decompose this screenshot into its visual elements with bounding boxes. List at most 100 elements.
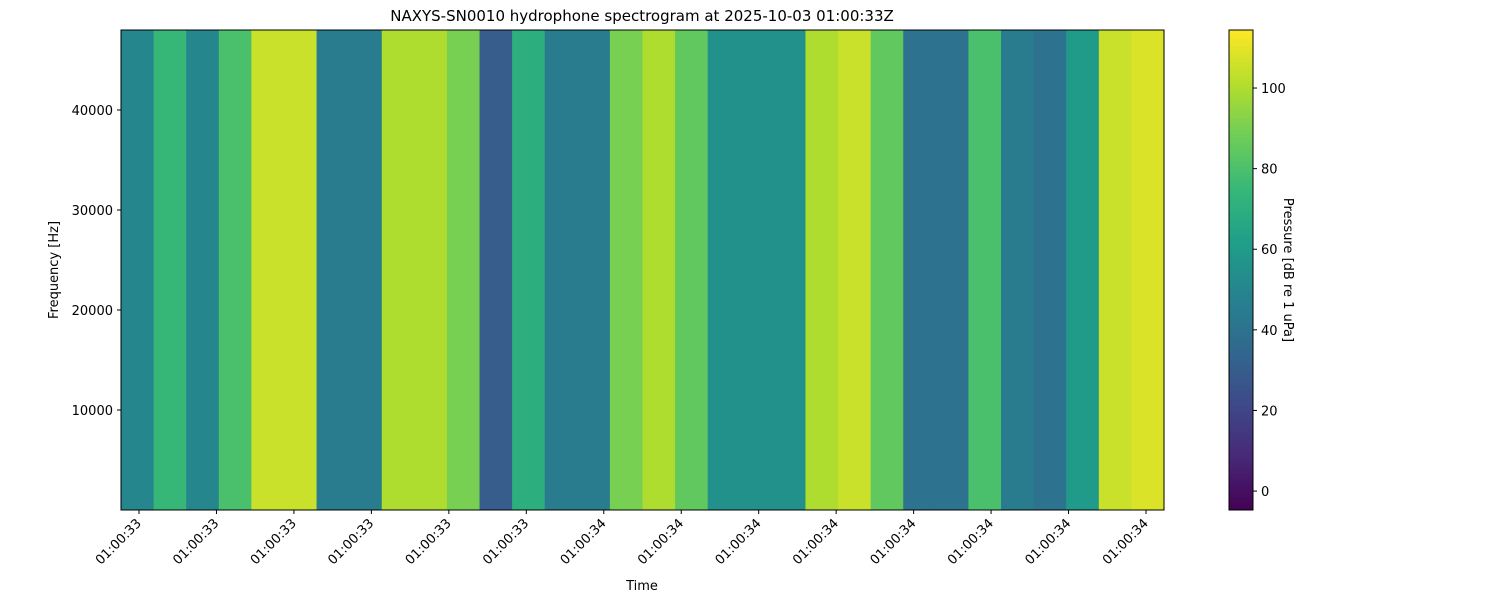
colorbar-label: Pressure [dB re 1 uPa] xyxy=(1280,198,1295,342)
x-tick-label: 01:00:33 xyxy=(325,516,377,568)
colorbar-step xyxy=(1229,390,1253,395)
colorbar-step xyxy=(1229,138,1253,143)
colorbar-step xyxy=(1229,90,1253,95)
heat-cell xyxy=(381,30,415,510)
x-tick-label: 01:00:34 xyxy=(868,516,920,568)
colorbar-step xyxy=(1229,346,1253,351)
colorbar-step xyxy=(1229,422,1253,427)
x-tick-label: 01:00:34 xyxy=(945,516,997,568)
y-tick-label: 40000 xyxy=(72,104,113,119)
x-tick-label: 01:00:34 xyxy=(790,516,842,568)
colorbar-step xyxy=(1229,282,1253,287)
colorbar-step xyxy=(1229,46,1253,51)
heat-cell xyxy=(1033,30,1067,510)
heat-cell xyxy=(968,30,1002,510)
y-tick-label: 10000 xyxy=(72,404,113,419)
colorbar-step xyxy=(1229,378,1253,383)
colorbar-step xyxy=(1229,458,1253,463)
colorbar-step xyxy=(1229,66,1253,71)
colorbar-step xyxy=(1229,434,1253,439)
colorbar xyxy=(1228,29,1254,511)
colorbar-step xyxy=(1229,462,1253,467)
colorbar-step xyxy=(1229,186,1253,191)
colorbar-step xyxy=(1229,154,1253,159)
x-tick-label: 01:00:34 xyxy=(1022,516,1074,568)
colorbar-step xyxy=(1229,286,1253,291)
colorbar-step xyxy=(1229,450,1253,455)
plot-frame xyxy=(120,29,1165,511)
colorbar-step xyxy=(1229,394,1253,399)
colorbar-step xyxy=(1229,150,1253,155)
heat-cell xyxy=(251,30,285,510)
colorbar-step xyxy=(1229,426,1253,431)
colorbar-step xyxy=(1229,314,1253,319)
colorbar-step xyxy=(1229,358,1253,363)
x-tick-label: 01:00:33 xyxy=(248,516,300,568)
heat-cell xyxy=(870,30,904,510)
heat-cell xyxy=(186,30,220,510)
heat-cell xyxy=(935,30,970,510)
colorbar-step xyxy=(1229,170,1253,175)
heat-cell xyxy=(707,30,741,510)
colorbar-step xyxy=(1229,226,1253,231)
colorbar-step xyxy=(1229,374,1253,379)
colorbar-step xyxy=(1229,470,1253,475)
colorbar-step xyxy=(1229,50,1253,55)
colorbar-step xyxy=(1229,114,1253,119)
colorbar-step xyxy=(1229,158,1253,163)
colorbar-step xyxy=(1229,362,1253,367)
colorbar-step xyxy=(1229,38,1253,43)
colorbar-step xyxy=(1229,454,1253,459)
colorbar-step xyxy=(1229,430,1253,435)
colorbar-step xyxy=(1229,326,1253,331)
colorbar-step xyxy=(1229,310,1253,315)
colorbar-step xyxy=(1229,174,1253,179)
colorbar-step xyxy=(1229,246,1253,251)
colorbar-step xyxy=(1229,70,1253,75)
colorbar-step xyxy=(1229,242,1253,247)
colorbar-step xyxy=(1229,94,1253,99)
colorbar-step xyxy=(1229,254,1253,259)
colorbar-step xyxy=(1229,438,1253,443)
colorbar-step xyxy=(1229,234,1253,239)
colorbar-step xyxy=(1229,86,1253,91)
colorbar-step xyxy=(1229,502,1253,507)
x-axis-label: Time xyxy=(625,579,658,594)
colorbar-step xyxy=(1229,294,1253,299)
colorbar-step xyxy=(1229,238,1253,243)
colorbar-step xyxy=(1229,266,1253,271)
colorbar-step xyxy=(1229,302,1253,307)
colorbar-step xyxy=(1229,106,1253,111)
colorbar-step xyxy=(1229,34,1253,39)
colorbar-tick-label: 80 xyxy=(1261,163,1278,178)
colorbar-step xyxy=(1229,222,1253,227)
x-tick-label: 01:00:34 xyxy=(713,516,765,568)
colorbar-step xyxy=(1229,474,1253,479)
colorbar-step xyxy=(1229,146,1253,151)
colorbar-step xyxy=(1229,206,1253,211)
heat-cell xyxy=(642,30,676,510)
colorbar-step xyxy=(1229,342,1253,347)
colorbar-step xyxy=(1229,386,1253,391)
y-tick-label: 20000 xyxy=(72,304,113,319)
colorbar-step xyxy=(1229,126,1253,131)
colorbar-step xyxy=(1229,98,1253,103)
colorbar-tick-label: 40 xyxy=(1261,324,1278,339)
colorbar-step xyxy=(1229,482,1253,487)
colorbar-step xyxy=(1229,78,1253,83)
heat-cell xyxy=(805,30,839,510)
heat-cell xyxy=(316,30,350,510)
colorbar-step xyxy=(1229,230,1253,235)
colorbar-step xyxy=(1229,218,1253,223)
colorbar-step xyxy=(1229,274,1253,279)
colorbar-step xyxy=(1229,330,1253,335)
colorbar-step xyxy=(1229,466,1253,471)
colorbar-step xyxy=(1229,30,1253,35)
colorbar-step xyxy=(1229,74,1253,79)
colorbar-step xyxy=(1229,210,1253,215)
heatmap xyxy=(121,30,1165,510)
heat-cell xyxy=(838,30,872,510)
colorbar-tick-label: 20 xyxy=(1261,404,1278,419)
heat-cell xyxy=(740,30,774,510)
colorbar-step xyxy=(1229,122,1253,127)
